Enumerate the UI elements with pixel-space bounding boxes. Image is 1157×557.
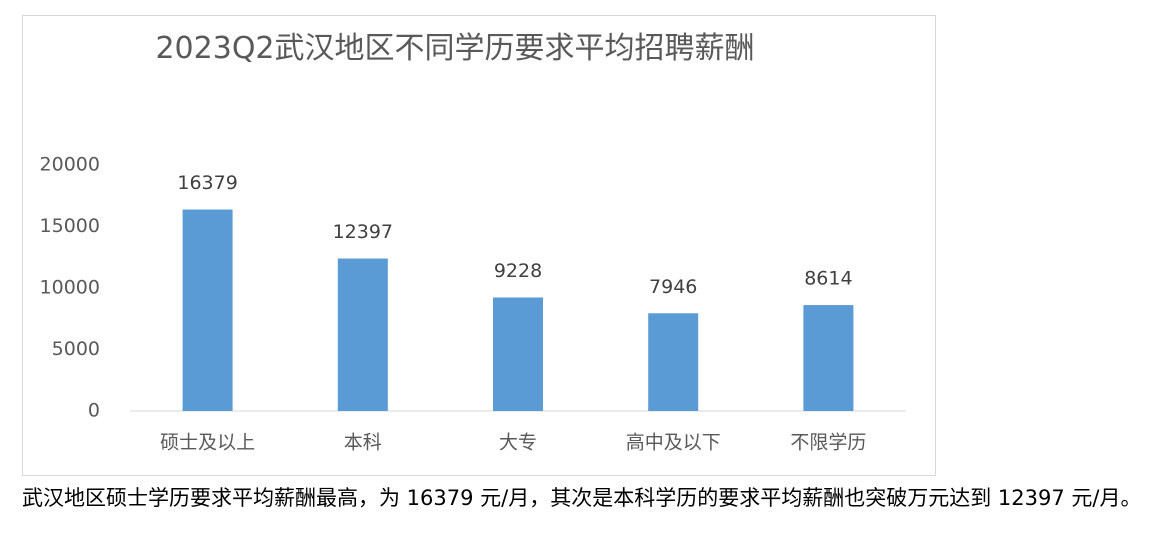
x-tick-label: 高中及以下 bbox=[626, 432, 721, 454]
bar bbox=[337, 258, 388, 411]
data-label: 16379 bbox=[177, 172, 237, 194]
paragraph: 武汉地区硕士学历要求平均薪酬最高，为 16379 元/月，其次是本科学历的要求平… bbox=[22, 486, 1142, 510]
x-tick-label: 硕士及以上 bbox=[160, 432, 255, 454]
y-tick-label: 15000 bbox=[40, 215, 100, 237]
data-label: 12397 bbox=[333, 221, 393, 243]
x-tick-label: 本科 bbox=[344, 432, 382, 454]
bar bbox=[493, 297, 543, 411]
y-tick-label: 0 bbox=[88, 400, 100, 422]
data-label: 7946 bbox=[649, 276, 697, 298]
y-tick-label: 20000 bbox=[40, 154, 100, 176]
data-label: 9228 bbox=[494, 260, 542, 282]
bar bbox=[803, 305, 854, 411]
y-tick-label: 10000 bbox=[40, 277, 100, 299]
x-tick-label: 大专 bbox=[499, 432, 537, 454]
bar bbox=[182, 209, 233, 411]
y-tick-label: 5000 bbox=[52, 338, 100, 360]
x-tick-label: 不限学历 bbox=[790, 432, 866, 454]
chart-title: 2023Q2武汉地区不同学历要求平均招聘薪酬 bbox=[155, 31, 755, 66]
bar bbox=[648, 313, 699, 411]
chart-frame bbox=[22, 15, 936, 476]
data-label: 8614 bbox=[804, 268, 852, 290]
